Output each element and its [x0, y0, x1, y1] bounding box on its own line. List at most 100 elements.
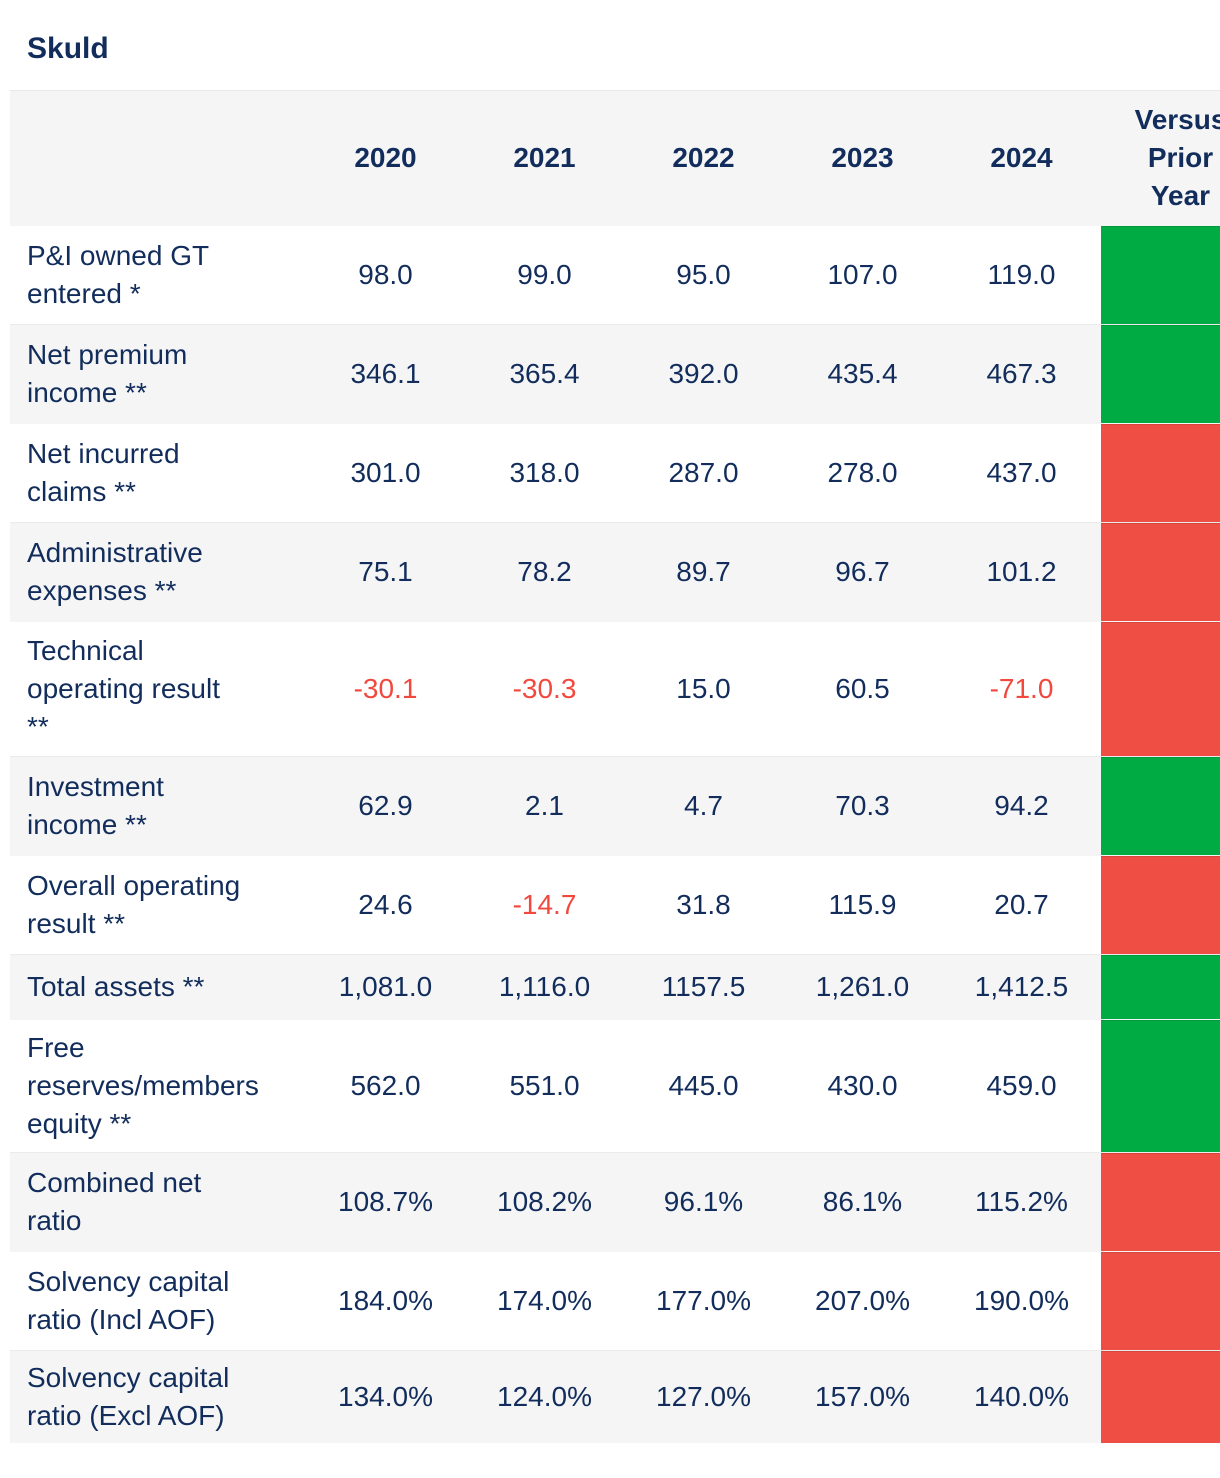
- row-label: Administrative expenses **: [27, 537, 203, 606]
- value-2023: 435.4: [827, 358, 898, 389]
- header-year-2023: 2023: [831, 142, 894, 173]
- value-2022: 31.8: [676, 889, 731, 920]
- value-2023: 1,261.0: [815, 971, 910, 1002]
- value-2023: 70.3: [835, 790, 890, 821]
- value-2022: 1157.5: [661, 971, 746, 1002]
- value-2022: 89.7: [676, 556, 731, 587]
- value-2022: 96.1%: [663, 1186, 744, 1217]
- value-2024: -71.0: [989, 673, 1054, 704]
- value-2020: 562.0: [350, 1070, 421, 1101]
- row-label: Investment income **: [27, 771, 164, 840]
- value-2024: 115.2%: [975, 1186, 1068, 1217]
- value-2021: 99.0: [517, 259, 572, 290]
- value-2022: 15.0: [676, 673, 731, 704]
- table-row-net-incurred-claims: Net incurred claims ** 301.0 318.0 287.0…: [10, 423, 1220, 522]
- versus-prior-year-indicator: [1101, 1252, 1220, 1350]
- value-2023: 430.0: [827, 1070, 898, 1101]
- value-2024: 190.0%: [974, 1285, 1069, 1316]
- versus-prior-year-indicator: [1101, 757, 1220, 855]
- table-row-administrative-expenses: Administrative expenses ** 75.1 78.2 89.…: [10, 522, 1220, 621]
- table-row-net-premium-income: Net premium income ** 346.1 365.4 392.0 …: [10, 324, 1220, 423]
- value-2020: 62.9: [358, 790, 413, 821]
- report-page: Skuld 2020 2021 2022 2023 2024 Versus Pr…: [0, 30, 1220, 1478]
- row-label: Overall operating result **: [27, 870, 241, 939]
- table-row-overall-operating-result: Overall operating result ** 24.6 -14.7 3…: [10, 855, 1220, 954]
- value-2021: 78.2: [517, 556, 572, 587]
- table-row-solvency-incl-aof: Solvency capital ratio (Incl AOF) 184.0%…: [10, 1251, 1220, 1350]
- value-2020: 346.1: [350, 358, 421, 389]
- value-2020: -30.1: [353, 673, 418, 704]
- table-header-row: 2020 2021 2022 2023 2024 Versus Prior Ye…: [10, 90, 1220, 225]
- header-year-2020: 2020: [354, 142, 417, 173]
- header-year-2022: 2022: [672, 142, 735, 173]
- versus-prior-year-indicator: [1101, 424, 1220, 522]
- versus-prior-year-indicator: [1101, 1351, 1220, 1443]
- value-2021: 551.0: [509, 1070, 580, 1101]
- value-2020: 108.7%: [338, 1186, 433, 1217]
- value-2020: 184.0%: [338, 1285, 433, 1316]
- kpi-table: 2020 2021 2022 2023 2024 Versus Prior Ye…: [10, 90, 1220, 1443]
- table-row-solvency-excl-aof: Solvency capital ratio (Excl AOF) 134.0%…: [10, 1350, 1220, 1443]
- header-metric-cell: [10, 91, 306, 225]
- row-label: Total assets **: [27, 971, 205, 1002]
- value-2022: 177.0%: [656, 1285, 751, 1316]
- value-2023: 157.0%: [815, 1381, 910, 1412]
- page-title: Skuld: [27, 32, 109, 65]
- value-2024: 94.2: [994, 790, 1049, 821]
- table-row-technical-operating-result: Technical operating result ** -30.1 -30.…: [10, 621, 1220, 756]
- row-label: P&I owned GT entered *: [27, 240, 210, 309]
- value-2021: 365.4: [509, 358, 580, 389]
- header-year-2021: 2021: [513, 142, 576, 173]
- value-2021: 1,116.0: [498, 971, 591, 1002]
- value-2020: 301.0: [350, 457, 421, 488]
- value-2024: 1,412.5: [974, 971, 1069, 1002]
- value-2021: 318.0: [509, 457, 580, 488]
- value-2024: 101.2: [986, 556, 1057, 587]
- row-label: Solvency capital ratio (Incl AOF): [27, 1266, 230, 1335]
- table-row-total-assets: Total assets ** 1,081.0 1,116.0 1157.5 1…: [10, 954, 1220, 1019]
- row-label: Technical operating result **: [27, 635, 221, 742]
- row-label: Solvency capital ratio (Excl AOF): [27, 1362, 230, 1431]
- value-2024: 119.0: [987, 259, 1056, 290]
- versus-prior-year-indicator: [1101, 226, 1220, 324]
- value-2023: 96.7: [835, 556, 890, 587]
- value-2023: 207.0%: [815, 1285, 910, 1316]
- value-2021: 2.1: [525, 790, 564, 821]
- value-2020: 134.0%: [338, 1381, 433, 1412]
- header-year-2024: 2024: [990, 142, 1053, 173]
- value-2024: 437.0: [986, 457, 1057, 488]
- value-2024: 459.0: [986, 1070, 1057, 1101]
- row-label: Combined net ratio: [27, 1167, 202, 1236]
- versus-prior-year-indicator: [1101, 1153, 1220, 1251]
- value-2024: 140.0%: [974, 1381, 1069, 1412]
- versus-prior-year-indicator: [1101, 325, 1220, 423]
- table-row-combined-net-ratio: Combined net ratio 108.7% 108.2% 96.1% 8…: [10, 1152, 1220, 1251]
- value-2024: 20.7: [994, 889, 1049, 920]
- header-versus-prior-year: Versus Prior Year: [1134, 104, 1220, 211]
- row-label: Free reserves/members equity **: [27, 1032, 259, 1139]
- table-row-investment-income: Investment income ** 62.9 2.1 4.7 70.3 9…: [10, 756, 1220, 855]
- value-2022: 4.7: [684, 790, 723, 821]
- value-2021: -14.7: [512, 889, 577, 920]
- table-row-free-reserves: Free reserves/members equity ** 562.0 55…: [10, 1019, 1220, 1152]
- value-2024: 467.3: [986, 358, 1057, 389]
- value-2020: 75.1: [358, 556, 413, 587]
- table-row-pi-owned-gt: P&I owned GT entered * 98.0 99.0 95.0 10…: [10, 225, 1220, 324]
- value-2020: 24.6: [358, 889, 413, 920]
- value-2023: 115.9: [828, 889, 897, 920]
- row-label: Net incurred claims **: [27, 438, 180, 507]
- versus-prior-year-indicator: [1101, 955, 1220, 1019]
- value-2022: 445.0: [668, 1070, 739, 1101]
- versus-prior-year-indicator: [1101, 622, 1220, 756]
- value-2023: 60.5: [835, 673, 890, 704]
- value-2022: 95.0: [676, 259, 731, 290]
- value-2023: 86.1%: [822, 1186, 903, 1217]
- value-2022: 287.0: [668, 457, 739, 488]
- value-2021: 108.2%: [497, 1186, 592, 1217]
- versus-prior-year-indicator: [1101, 856, 1220, 954]
- value-2020: 98.0: [358, 259, 413, 290]
- value-2021: 124.0%: [497, 1381, 592, 1412]
- versus-prior-year-indicator: [1101, 1020, 1220, 1152]
- value-2023: 107.0: [827, 259, 898, 290]
- value-2022: 127.0%: [656, 1381, 751, 1412]
